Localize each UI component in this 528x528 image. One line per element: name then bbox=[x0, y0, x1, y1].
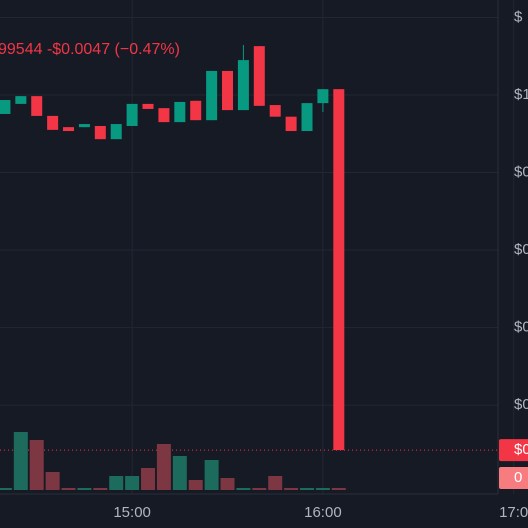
y-tick-label: $1 bbox=[514, 86, 528, 103]
volume-bar bbox=[252, 488, 267, 490]
candle-body bbox=[15, 96, 27, 104]
volume-bar bbox=[93, 488, 108, 490]
volume-bar bbox=[220, 478, 235, 490]
volume-bar bbox=[125, 476, 140, 490]
volume-bar bbox=[45, 472, 60, 490]
x-tick-label: 15:00 bbox=[113, 504, 151, 521]
volume-bar bbox=[13, 432, 28, 490]
volume-tag-box bbox=[499, 467, 528, 489]
candle-body bbox=[237, 60, 249, 111]
y-tick-label: $0 bbox=[514, 241, 528, 258]
candle-body bbox=[142, 103, 154, 109]
candle-body bbox=[333, 89, 345, 451]
x-tick-label: 16:00 bbox=[304, 504, 342, 521]
volume-bar bbox=[268, 476, 283, 490]
volume-bar bbox=[315, 488, 330, 490]
candle-body bbox=[47, 115, 59, 130]
y-tick-label: $0 bbox=[514, 396, 528, 413]
candle-body bbox=[269, 105, 281, 117]
volume-bar bbox=[141, 468, 156, 490]
volume-bar bbox=[109, 476, 124, 490]
price-tag-box bbox=[499, 439, 528, 462]
y-tick-label: $ bbox=[514, 8, 523, 25]
volume-bar bbox=[204, 460, 219, 490]
price-tag: $0 bbox=[514, 441, 528, 458]
volume-bar bbox=[236, 488, 251, 490]
volume-tag: 0 bbox=[514, 469, 522, 486]
candle-body bbox=[285, 116, 297, 132]
candle-body bbox=[63, 127, 75, 132]
volume-bar bbox=[61, 488, 76, 490]
volume-bar bbox=[156, 444, 171, 490]
candle-body bbox=[253, 46, 265, 106]
candle-body bbox=[158, 108, 170, 123]
candle-body bbox=[317, 89, 329, 104]
candle-body bbox=[222, 70, 234, 111]
price-change-header: 99544 -$0.0047 (−0.47%) bbox=[0, 41, 180, 58]
volume-bar bbox=[77, 488, 92, 490]
candle-body bbox=[110, 124, 122, 140]
candle-body bbox=[206, 70, 218, 121]
volume-bar bbox=[284, 488, 299, 490]
candle-body bbox=[301, 103, 313, 132]
candle-body bbox=[0, 100, 11, 114]
volume-bar bbox=[331, 488, 346, 490]
y-tick-label: $0 bbox=[514, 319, 528, 336]
x-tick-label: 17:0 bbox=[499, 504, 528, 521]
candle-body bbox=[94, 125, 106, 140]
volume-bar bbox=[188, 480, 203, 490]
candle-body bbox=[174, 101, 186, 123]
candle-body bbox=[31, 96, 43, 116]
y-tick-label: $0 bbox=[514, 163, 528, 180]
candle-body bbox=[190, 100, 202, 121]
volume-bar bbox=[172, 456, 187, 490]
candle-body bbox=[78, 124, 90, 128]
volume-bar bbox=[300, 488, 315, 490]
volume-bar bbox=[29, 440, 44, 490]
volume-bar bbox=[0, 488, 12, 490]
candle-body bbox=[126, 103, 138, 126]
